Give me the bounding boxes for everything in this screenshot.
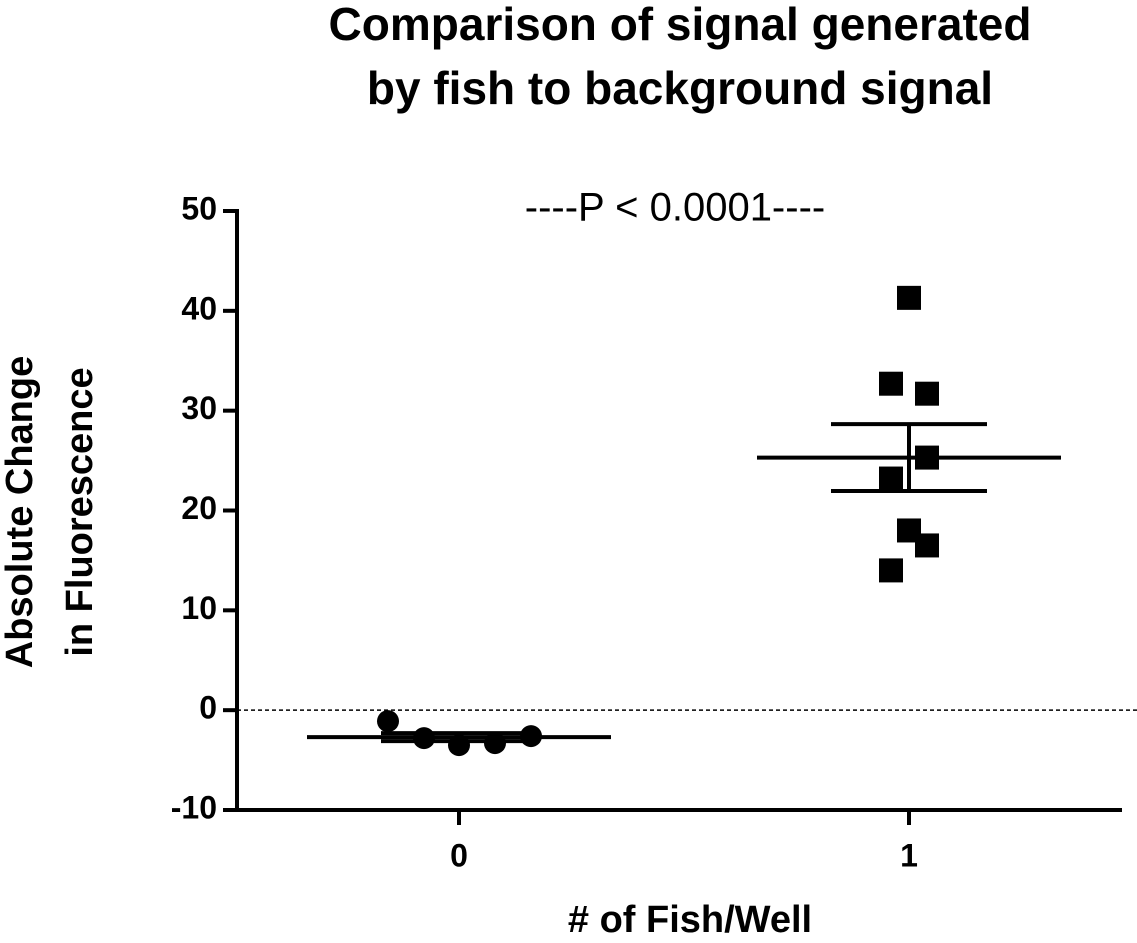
y-tick-label: 0 — [199, 690, 217, 726]
point — [377, 710, 399, 733]
point — [879, 466, 903, 491]
y-tick-label: 20 — [181, 490, 217, 526]
y-tick-label: 50 — [181, 190, 217, 226]
annotation: ----P < 0.0001---- — [525, 186, 825, 230]
point — [915, 381, 939, 406]
chart-title: Comparison of signal generated — [329, 0, 1032, 50]
point — [915, 533, 939, 558]
y-axis-label: in Fluorescence — [59, 367, 101, 656]
y-tick-label: 40 — [181, 290, 217, 326]
point — [879, 558, 903, 583]
y-tick-label: 30 — [181, 390, 217, 426]
y-tick-label: -10 — [171, 789, 217, 825]
point — [879, 371, 903, 396]
x-tick-label: 0 — [450, 837, 468, 873]
chart-title: by fish to background signal — [367, 62, 993, 114]
x-axis-label: # of Fish/Well — [568, 899, 812, 941]
x-tick-label: 1 — [900, 837, 918, 873]
y-tick-label: 10 — [181, 590, 217, 626]
y-axis-label: Absolute Change — [0, 356, 41, 668]
point — [897, 285, 921, 310]
